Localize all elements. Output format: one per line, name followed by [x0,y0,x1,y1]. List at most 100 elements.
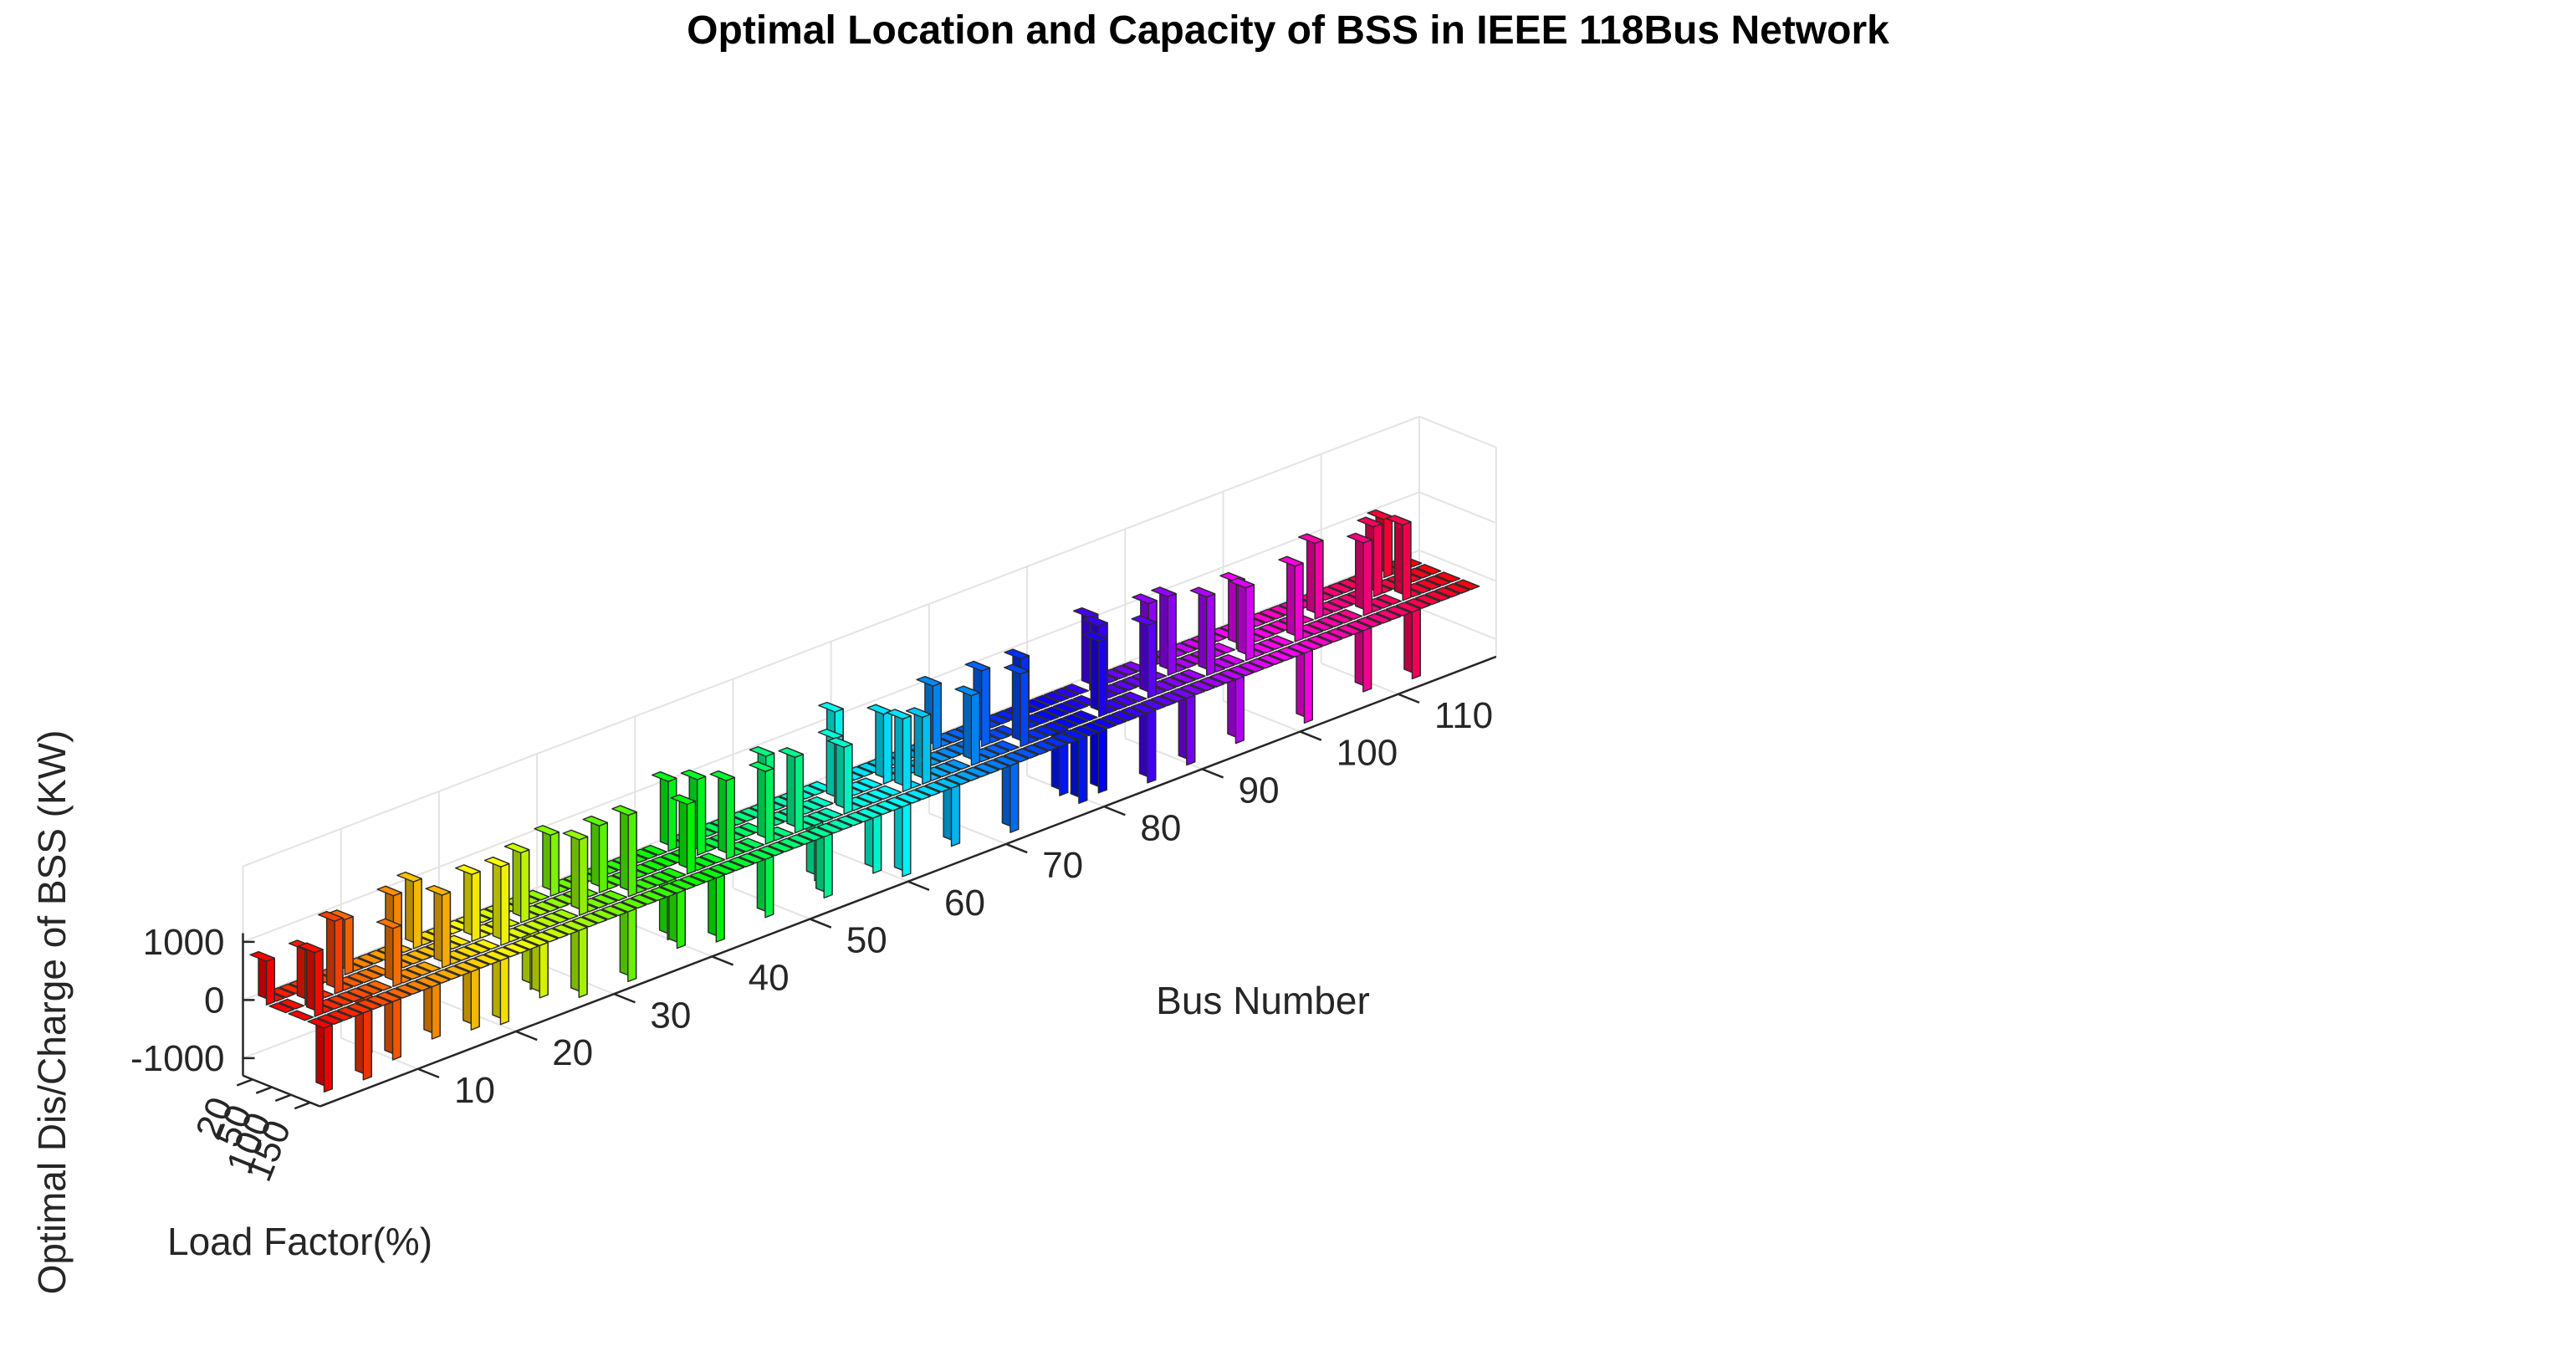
bar-face-front [499,956,509,1026]
bar [944,774,970,786]
bar [1307,620,1333,632]
x-tick-label: 110 [1434,695,1493,736]
bar [651,856,677,867]
bar-face-top [1317,601,1344,612]
bar-face-top [1405,567,1432,579]
bar [994,740,1020,751]
bar [1249,612,1275,623]
bar-face-front [1245,584,1255,662]
bar-face-top [1170,673,1196,684]
bar [866,804,892,816]
bar-face-top [1081,631,1108,642]
bar-face-top [1337,609,1363,620]
bar-face-top [670,794,697,806]
bar [680,769,707,856]
bar-face-top [652,771,677,782]
bar-face-top [963,766,990,778]
bar-face-top [533,901,560,913]
bar [925,751,952,762]
bar-face-top [249,950,275,962]
bar [1151,586,1177,676]
bar [1013,748,1039,759]
bar-face-front [823,832,833,899]
bar-face-top [1101,714,1127,725]
bar [1171,642,1197,653]
bar-face-top [473,954,500,965]
bar-face-top [1327,582,1354,594]
bar [1189,586,1216,677]
bar-face-top [798,800,824,811]
bar-face-top [1112,664,1138,676]
bar [543,897,570,908]
bar-face-top [1179,684,1206,695]
bar [807,811,834,822]
bar [856,792,882,804]
bar-face-top [739,852,764,864]
bar-face-front [725,776,735,860]
bar-face-top [847,765,873,777]
bar [876,800,902,811]
bar-face-front [520,849,530,924]
bar-face-top [984,744,1010,755]
bar-face-top [464,957,490,969]
bar-face-top [406,949,432,961]
bar-face-top [1189,586,1216,598]
bar-face-top [366,980,392,991]
bar [984,714,1011,724]
z-tick-label: 1000 [143,922,225,963]
bar [641,844,667,856]
bar-face-top [846,811,872,823]
bar [415,976,441,1040]
bar-face-top [807,811,834,822]
bar-face-top [1053,687,1080,699]
bar-face-top [1081,721,1107,733]
bar [650,886,677,898]
bar-face-top [346,987,373,999]
bar-face-top [1297,533,1324,545]
bar [1229,665,1255,677]
x-tick-mark [810,918,832,929]
bar [709,770,735,860]
bar-face-top [1248,642,1275,654]
bar [552,908,579,920]
bar-face-top [1082,616,1108,627]
bar [1219,669,1245,745]
bar-face-top [445,934,471,946]
bar [1267,650,1294,662]
bar-face-top [1140,699,1167,710]
bar-face-top [690,856,716,867]
bar-face-top [729,826,755,837]
bar-face-top [483,856,510,867]
bar [1278,555,1304,642]
bar-face-top [749,745,775,757]
bar-face-front [441,891,452,969]
bar [533,901,560,913]
bar [808,796,834,807]
bar-face-top [1375,609,1402,621]
bar-face-top [562,829,589,841]
bar [1053,687,1080,699]
bar-face-top [445,949,471,961]
bar-face-top [1071,725,1098,737]
grid-line [928,812,1007,845]
bar-face-top [866,789,892,800]
bar-face-top [699,867,725,879]
bar [455,864,481,943]
bar-face-top [944,759,971,770]
chart-title: Optimal Location and Capacity of BSS in … [687,8,1889,53]
bar-face-top [651,871,677,883]
bar [1112,680,1137,691]
bar-face-front [1147,709,1157,784]
bar-face-top [631,893,657,905]
x-tick-label: 60 [944,883,985,924]
bar-face-top [1150,680,1177,692]
bar [366,980,392,991]
bar-face-top [268,1002,294,1014]
bar [356,968,383,980]
bar-face-top [503,943,529,954]
bar [1376,594,1402,606]
bar [1326,612,1353,624]
bar [1219,653,1245,665]
bar-face-top [1405,582,1432,594]
bar-face-front [764,855,774,919]
